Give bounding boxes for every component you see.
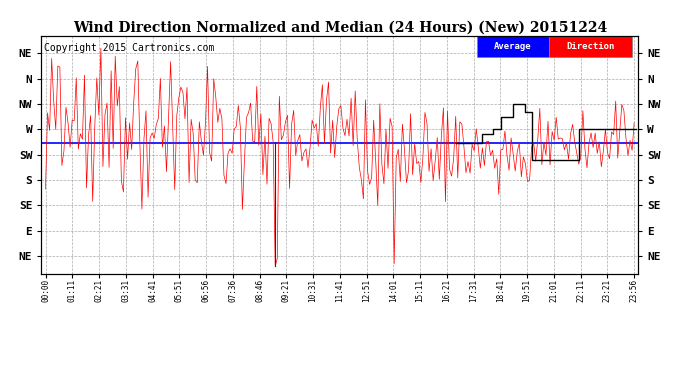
Title: Wind Direction Normalized and Median (24 Hours) (New) 20151224: Wind Direction Normalized and Median (24… — [72, 21, 607, 34]
Text: Average: Average — [494, 42, 532, 51]
Text: Copyright 2015 Cartronics.com: Copyright 2015 Cartronics.com — [44, 43, 215, 53]
FancyBboxPatch shape — [477, 36, 549, 57]
Text: Direction: Direction — [566, 42, 615, 51]
FancyBboxPatch shape — [549, 36, 632, 57]
